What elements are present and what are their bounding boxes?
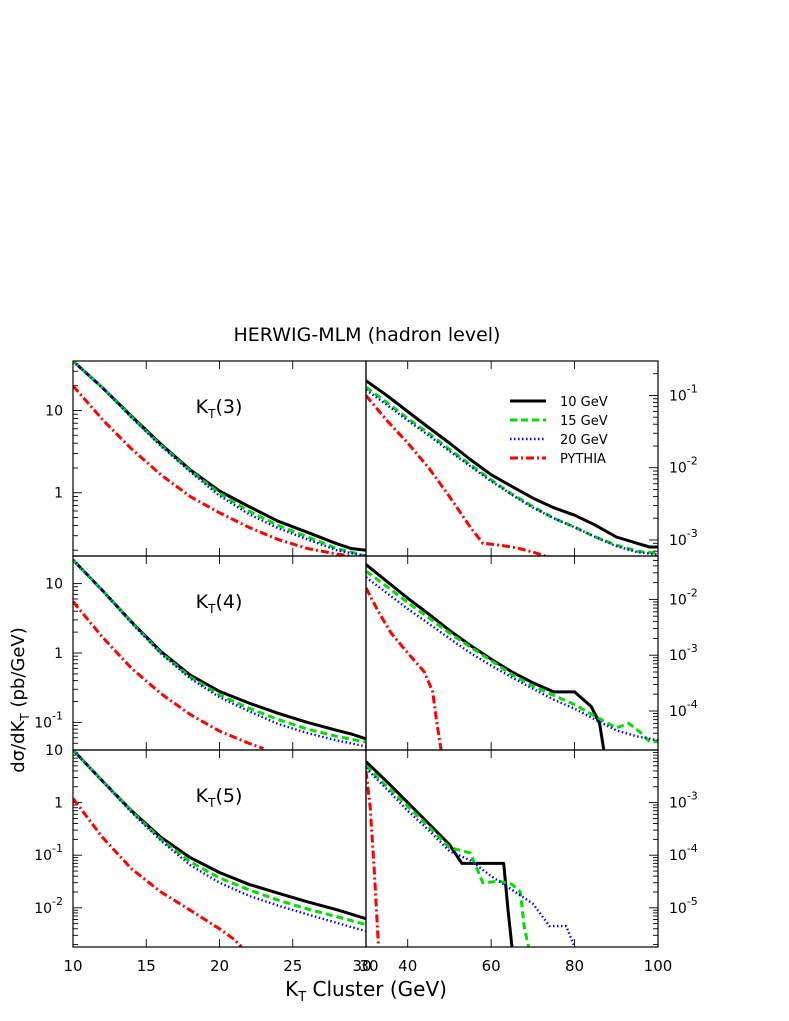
y-tick-label: 1 (54, 796, 63, 812)
series-line-10-gev (366, 379, 658, 549)
y-tick-label: 10-2 (669, 455, 698, 477)
x-tick-label: 25 (283, 957, 302, 975)
y-tick-label: 10 (45, 743, 63, 759)
panel-3: 10 1 10-1 KT(4) (34, 555, 367, 751)
x-tick-label: 10 (63, 957, 82, 975)
panel-5: 10 1 10-1 10-2 10 15 20 25 30 KT(5) (34, 743, 371, 975)
x-tick-label: 15 (137, 957, 156, 975)
series-line-pythia (73, 600, 265, 750)
series-line-15-gev (73, 361, 366, 556)
panel-frame (365, 749, 659, 948)
series-line-pythia (73, 797, 243, 947)
y-tick-label: 1 (54, 486, 63, 502)
panel-frame (72, 360, 367, 557)
y-tick-label: 10-3 (669, 642, 698, 664)
x-tick-label: 60 (482, 957, 501, 975)
series-line-20-gev (366, 767, 576, 947)
series-line-20-gev (73, 361, 366, 556)
panel-2: 10-1 10-2 10-3 (365, 360, 698, 557)
y-tick-label: 10-3 (669, 790, 698, 812)
y-tick-label: 10-2 (669, 586, 698, 608)
y-tick-label: 10-4 (669, 842, 698, 864)
x-tick-label: 40 (398, 957, 417, 975)
panel-4: 10-2 10-3 10-4 (365, 555, 698, 751)
series-line-pythia (366, 770, 380, 947)
y-tick-label: 10 (45, 577, 63, 593)
chart-title: HERWIG-MLM (hadron level) (234, 324, 501, 346)
series-line-20-gev (366, 576, 658, 742)
series-line-15-gev (73, 558, 366, 744)
panel-label: KT(4) (196, 591, 243, 616)
panel-frame (365, 555, 659, 751)
y-tick-label: 10-5 (669, 895, 698, 917)
panel-1: 10 1 KT(3) (45, 360, 367, 557)
series-line-10-gev (366, 760, 514, 947)
series-line-10-gev (73, 750, 366, 921)
series-line-15-gev (366, 764, 531, 947)
y-tick-label: 10 (45, 404, 63, 420)
y-tick-label: 10-1 (669, 382, 698, 404)
series-line-15-gev (73, 750, 366, 927)
panel-label: KT(5) (196, 785, 243, 810)
y-axis-label: dσ/dKT (pb/GeV) (8, 627, 32, 773)
series-line-pythia (73, 384, 352, 556)
series-line-10-gev (366, 563, 606, 750)
series-line-20-gev (73, 750, 366, 933)
chart-legend: 10 GeV 15 GeV 20 GeV PYTHIA (510, 395, 608, 467)
x-tick-label: 30 (359, 957, 378, 975)
series-line-10-gev (73, 558, 366, 741)
legend-label: PYTHIA (560, 452, 606, 467)
panel-frame (72, 749, 367, 948)
series-line-pythia (366, 394, 546, 556)
legend-label: 10 GeV (560, 395, 608, 410)
y-tick-label: 10-1 (34, 842, 63, 864)
legend-label: 20 GeV (560, 433, 608, 448)
series-line-15-gev (366, 569, 658, 744)
series-line-20-gev (366, 388, 658, 556)
x-tick-label: 20 (210, 957, 229, 975)
y-tick-label: 1 (54, 646, 63, 662)
y-tick-label: 10-3 (669, 527, 698, 549)
panel-label: KT(3) (196, 396, 243, 421)
legend-label: 15 GeV (560, 414, 608, 429)
x-tick-label: 100 (644, 957, 673, 975)
y-tick-label: 10-2 (34, 895, 63, 917)
x-tick-label: 30 (352, 957, 371, 975)
x-axis-label: KT Cluster (GeV) (285, 977, 447, 1005)
y-tick-label: 10-4 (669, 698, 698, 720)
panel-6: 10-3 10-4 10-5 30 40 60 80 100 (359, 749, 698, 975)
x-tick-label: 80 (565, 957, 584, 975)
series-line-10-gev (73, 361, 366, 552)
chart-panels: 10 1 KT(3) 10-1 10-2 10-3 10 1 10-1 KT(4) 10-2 10-3… (34, 360, 698, 975)
y-tick-label: 10-1 (34, 709, 63, 731)
series-line-pythia (366, 587, 443, 750)
